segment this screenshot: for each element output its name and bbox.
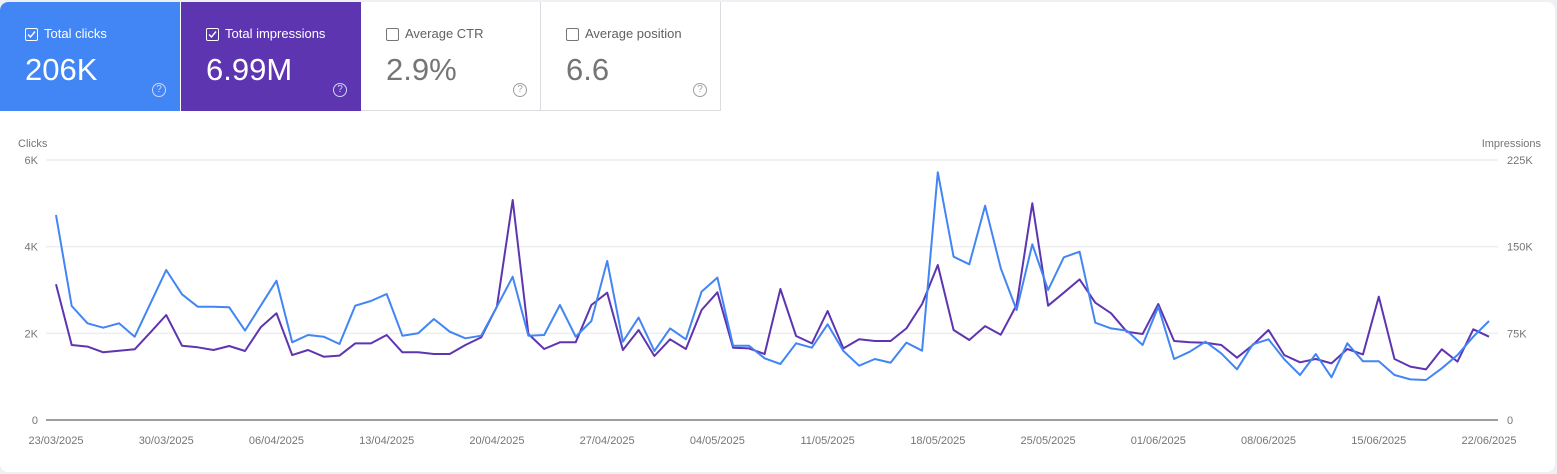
checkbox-unchecked-icon[interactable] [386, 28, 399, 41]
checkbox-checked-icon[interactable] [25, 28, 38, 41]
right-tick-label: 225K [1507, 155, 1533, 167]
x-tick-label: 06/04/2025 [249, 435, 304, 447]
metric-value: 2.9% [386, 52, 457, 87]
right-tick-label: 75K [1507, 328, 1527, 340]
x-tick-label: 08/06/2025 [1241, 435, 1296, 447]
checkbox-unchecked-icon[interactable] [566, 28, 579, 41]
question-circle-icon[interactable]: ? [693, 83, 707, 97]
metric-label: Average position [585, 26, 682, 41]
metric-tile-average-position[interactable]: Average position 6.6 ? [541, 2, 721, 111]
x-tick-label: 13/04/2025 [359, 435, 414, 447]
x-tick-label: 04/05/2025 [690, 435, 745, 447]
metric-tile-average-ctr[interactable]: Average CTR 2.9% ? [361, 2, 541, 111]
metric-value: 206K [25, 52, 98, 87]
left-tick-label: 0 [32, 415, 38, 427]
metric-label: Average CTR [405, 26, 484, 41]
metric-value: 6.99M [206, 52, 293, 87]
left-tick-label: 2K [25, 328, 39, 340]
clicks-series-line [55, 171, 1490, 381]
left-tick-label: 6K [25, 155, 39, 167]
right-axis-label: Impressions [1482, 138, 1542, 150]
question-circle-icon[interactable]: ? [152, 83, 166, 97]
x-tick-label: 23/03/2025 [28, 435, 83, 447]
metric-label: Total clicks [44, 26, 107, 41]
question-circle-icon[interactable]: ? [513, 83, 527, 97]
right-tick-label: 150K [1507, 242, 1533, 254]
metric-tile-total-impressions[interactable]: Total impressions 6.99M ? [181, 2, 361, 111]
x-tick-label: 22/06/2025 [1461, 435, 1516, 447]
x-tick-label: 18/05/2025 [910, 435, 965, 447]
metric-tile-total-clicks[interactable]: Total clicks 206K ? [0, 2, 180, 111]
metric-value: 6.6 [566, 52, 610, 87]
question-circle-icon[interactable]: ? [333, 83, 347, 97]
x-tick-label: 27/04/2025 [580, 435, 635, 447]
x-tick-label: 25/05/2025 [1021, 435, 1076, 447]
x-tick-label: 30/03/2025 [139, 435, 194, 447]
x-tick-label: 01/06/2025 [1131, 435, 1186, 447]
metric-label: Total impressions [225, 26, 326, 41]
right-tick-label: 0 [1507, 415, 1513, 427]
left-axis-label: Clicks [18, 138, 48, 150]
left-tick-label: 4K [25, 242, 39, 254]
x-tick-label: 15/06/2025 [1351, 435, 1406, 447]
checkbox-checked-icon[interactable] [206, 28, 219, 41]
x-tick-label: 20/04/2025 [469, 435, 524, 447]
x-tick-label: 11/05/2025 [800, 435, 854, 447]
impressions-series-line [55, 199, 1490, 371]
